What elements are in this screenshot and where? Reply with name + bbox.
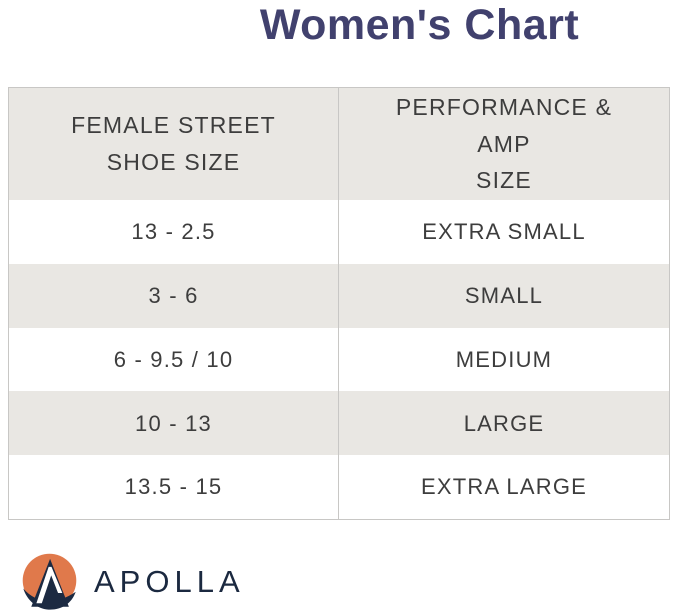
shoe-size-value: 13.5 - 15 (9, 455, 339, 519)
shoe-size-value: 6 - 9.5 / 10 (9, 327, 339, 392)
table-row: 10 - 13 LARGE (9, 391, 669, 456)
column-header-amp-size: PERFORMANCE & AMP SIZE (339, 88, 669, 200)
table-row: 3 - 6 SMALL (9, 263, 669, 328)
shoe-size-value: 13 - 2.5 (9, 200, 339, 264)
shoe-size-value: 10 - 13 (9, 391, 339, 456)
amp-size-value: EXTRA LARGE (420, 474, 588, 500)
amp-size-value: LARGE (339, 391, 669, 456)
amp-size-value: MEDIUM (455, 346, 553, 372)
table-row: 13.5 - 15 EXTRA LARGE (9, 455, 669, 519)
page-title: Women's Chart (259, 1, 580, 49)
table-header-row: FEMALE STREET SHOE SIZE PERFORMANCE & AM… (9, 88, 669, 200)
brand-name: APOLLA (94, 564, 245, 599)
brand-footer: APOLLA (0, 549, 679, 613)
table-row: 13 - 2.5 EXTRA SMALL (9, 200, 669, 264)
apolla-mountain-a-icon (21, 552, 78, 613)
column-header-shoe-size: FEMALE STREET SHOE SIZE (9, 88, 339, 200)
amp-size-value: SMALL (339, 263, 669, 328)
size-chart-table: FEMALE STREET SHOE SIZE PERFORMANCE & AM… (8, 87, 670, 520)
table-row: 6 - 9.5 / 10 MEDIUM (9, 327, 669, 392)
amp-size-value: EXTRA SMALL (422, 219, 586, 245)
shoe-size-value: 3 - 6 (9, 263, 339, 328)
